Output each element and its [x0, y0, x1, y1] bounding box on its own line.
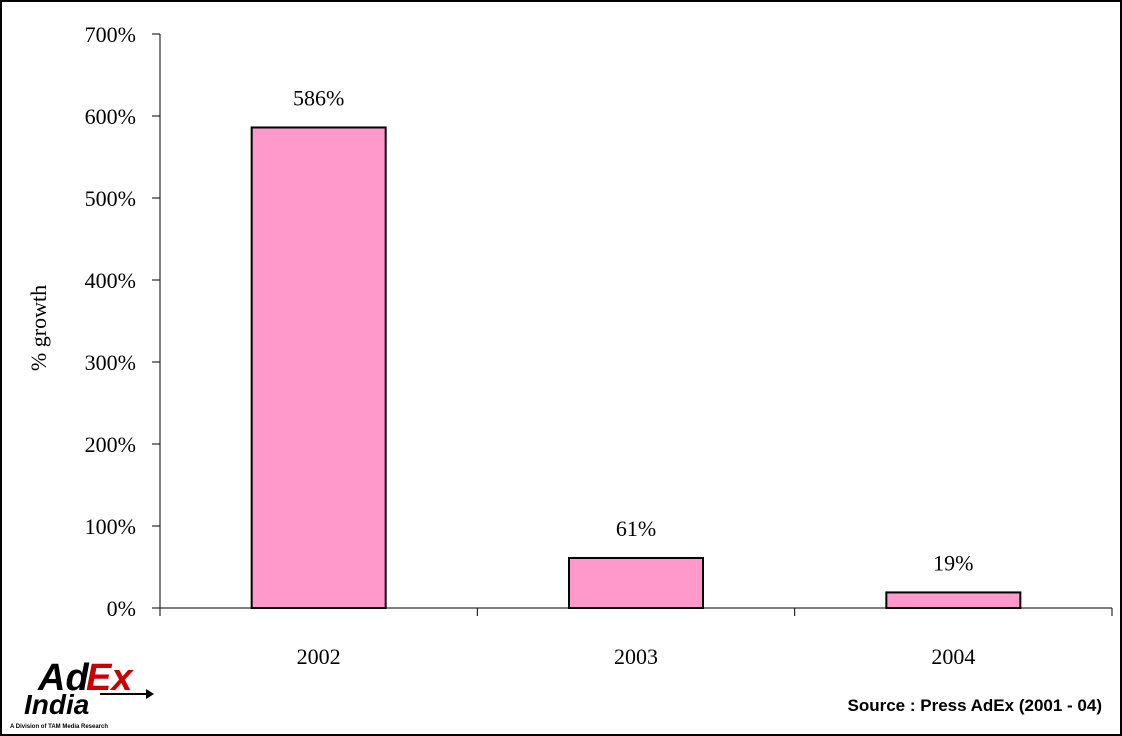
data-label-2003: 61%: [616, 516, 656, 541]
labels: 586% 2002 61% 2003 19% 2004: [293, 85, 975, 669]
x-tick-label-2004: 2004: [931, 644, 975, 669]
y-tick-label: 400%: [85, 268, 136, 293]
logo-tagline: A Division of TAM Media Research: [10, 724, 108, 730]
y-tick-label: 200%: [85, 432, 136, 457]
adex-india-logo: Ad Ex India A Division of TAM Media Rese…: [10, 657, 154, 730]
y-tick-label: 700%: [85, 22, 136, 47]
bar-2003: [568, 556, 704, 609]
logo-india: India: [24, 689, 89, 720]
data-label-2004: 19%: [933, 550, 973, 575]
y-tick-label: 500%: [85, 186, 136, 211]
source-note: Source : Press AdEx (2001 - 04): [847, 696, 1103, 715]
bars: [250, 126, 1022, 609]
y-axis-title: % growth: [26, 285, 51, 371]
y-tick-label: 300%: [85, 350, 136, 375]
y-tick-label: 600%: [85, 104, 136, 129]
x-tick-label-2002: 2002: [297, 644, 341, 669]
bar-2004: [885, 591, 1022, 609]
x-tick-label-2003: 2003: [614, 644, 658, 669]
logo-ex: Ex: [86, 657, 134, 699]
axes: 0% 100% 200% 300% 400% 500% 600% 700%: [85, 22, 1113, 621]
y-tick-label: 0%: [107, 596, 136, 621]
data-label-2002: 586%: [293, 85, 344, 110]
logo-ad: Ad: [37, 657, 89, 699]
bar-2002: [250, 126, 387, 609]
y-tick-label: 100%: [85, 514, 136, 539]
logo-arrow-head: [146, 689, 154, 699]
